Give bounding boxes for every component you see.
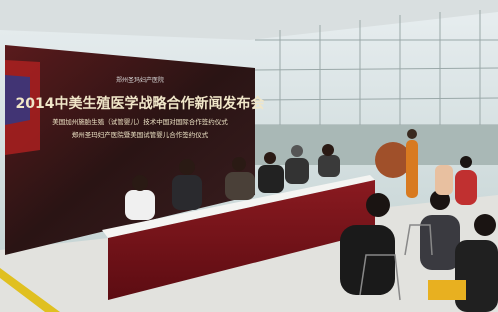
scene: 郑州圣玛妇产医院 2014中美生殖医学战略合作新闻发布会 美国加州施胎生殖（试管…: [0, 0, 498, 312]
person-head: [407, 129, 417, 139]
person: [406, 140, 418, 198]
banner-subtitle: 美国加州施胎生殖（试管婴儿）技术中国对国际合作签约仪式: [52, 117, 228, 126]
banner-title: 2014中美生殖医学战略合作新闻发布会: [16, 95, 266, 112]
globe: [375, 142, 411, 178]
banner-subtitle: 郑州圣玛妇产医院暨美国试管婴儿合作签约仪式: [72, 130, 209, 139]
banner-logo: 郑州圣玛妇产医院: [116, 76, 164, 84]
